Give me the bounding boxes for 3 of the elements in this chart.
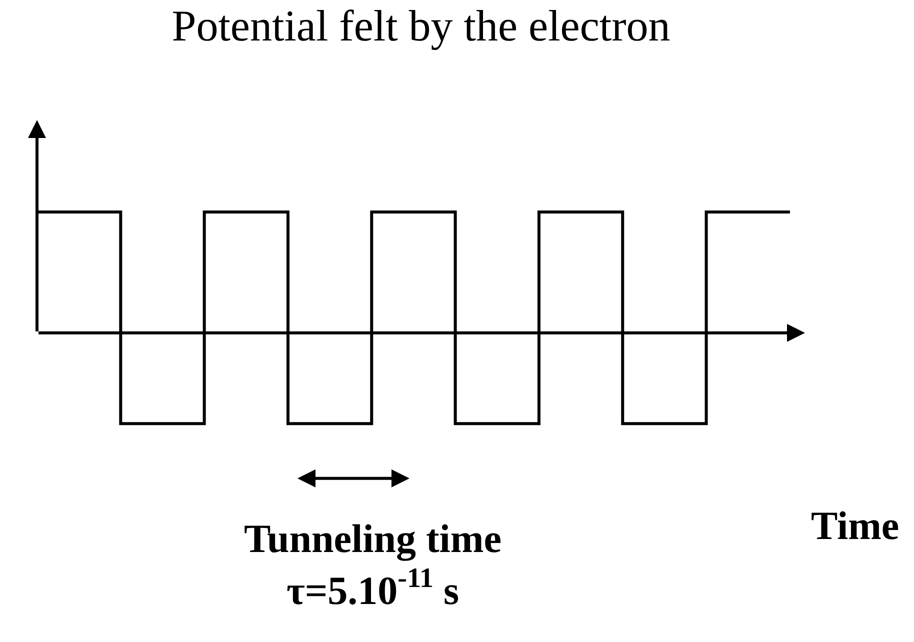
text: Tunneling time τ=5.10$^{-11}$ s xyxy=(244,516,502,613)
arrow-tunneling-time: Time xyxy=(811,503,900,548)
chart-title: Potential felt by the electron xyxy=(172,1,670,50)
